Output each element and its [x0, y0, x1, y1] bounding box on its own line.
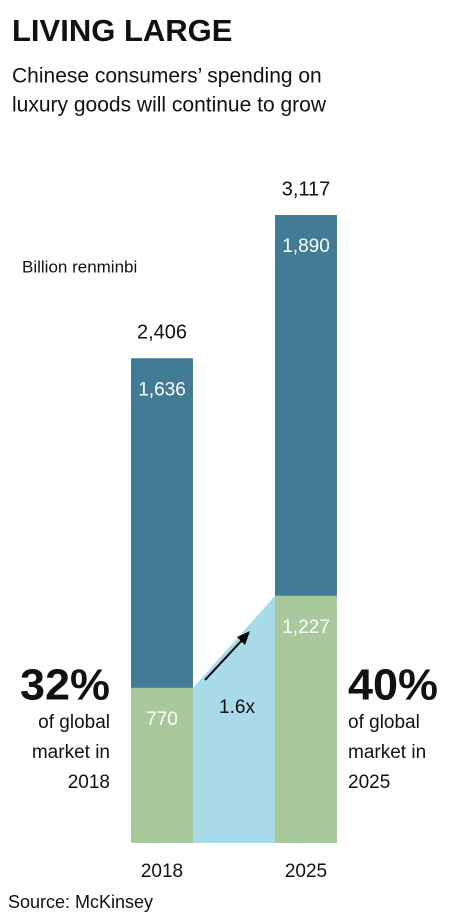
chart-title: LIVING LARGE: [12, 13, 232, 48]
arrow-head: [237, 631, 250, 645]
share-note: of global: [348, 712, 420, 733]
value-label: 770: [146, 709, 178, 730]
x-tick-label: 2025: [285, 861, 327, 882]
value-label: 1,636: [138, 379, 186, 400]
arrow: [204, 637, 245, 681]
share-note: 2018: [68, 772, 110, 793]
bar-segment: [275, 595, 337, 843]
total-label: 2,406: [137, 322, 187, 344]
bar-segment: [131, 358, 193, 688]
bar-segment: [275, 215, 337, 596]
share-value: 32%: [20, 661, 110, 710]
share-note: 2025: [348, 772, 390, 793]
bar-segment: [131, 687, 193, 843]
total-label: 3,117: [282, 178, 331, 200]
share-note: of global: [38, 712, 110, 733]
share-value: 40%: [348, 661, 438, 710]
subtitle: Chinese consumers’ spending on: [12, 65, 322, 88]
source: Source: McKinsey: [8, 892, 153, 912]
share-note: market in: [348, 742, 426, 763]
growth-area: [193, 595, 275, 843]
subtitle: luxury goods will continue to grow: [12, 94, 327, 117]
unit-label: Billion renminbi: [22, 257, 137, 276]
x-tick-label: 2018: [141, 861, 183, 882]
growth-label: 1.6x: [219, 697, 255, 718]
share-note: market in: [32, 742, 110, 763]
value-label: 1,227: [282, 617, 330, 638]
value-label: 1,890: [282, 236, 330, 257]
